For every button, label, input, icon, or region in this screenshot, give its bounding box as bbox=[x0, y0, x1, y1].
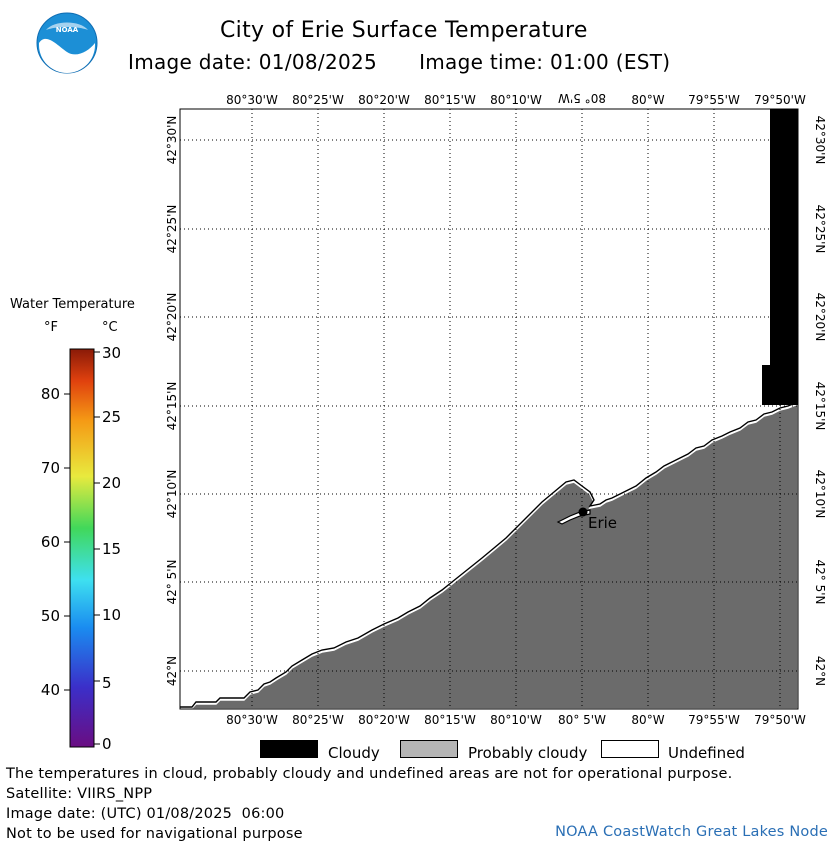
latitude-label: 42° 5'N bbox=[813, 560, 827, 605]
longitude-label: 80°20'W bbox=[358, 713, 410, 727]
page-title: City of Erie Surface Temperature bbox=[220, 18, 588, 43]
logo-text: NOAA bbox=[56, 26, 79, 34]
image-date: Image date: 01/08/2025 bbox=[128, 50, 378, 74]
undefined-label: Undefined bbox=[668, 744, 745, 762]
c-tick-label: 20 bbox=[102, 474, 121, 492]
latitude-label: 42°25'N bbox=[813, 205, 827, 254]
longitude-label: 80°30'W bbox=[226, 93, 278, 107]
longitude-labels-bottom: 80°30'W 80°25'W 80°20'W 80°15'W 80°10'W … bbox=[226, 713, 806, 727]
latitude-label: 42°10'N bbox=[165, 470, 179, 519]
credit-text: NOAA CoastWatch Great Lakes Node bbox=[555, 824, 828, 840]
coastline bbox=[180, 401, 799, 708]
noaa-logo: NOAA bbox=[36, 12, 98, 74]
longitude-label: 80°20'W bbox=[358, 93, 410, 107]
longitude-label: 80°25'W bbox=[292, 93, 344, 107]
latitude-label: 42°30'N bbox=[813, 116, 827, 165]
longitude-label: 79°55'W bbox=[688, 93, 740, 107]
f-tick-label: 60 bbox=[41, 533, 60, 551]
image-time: Image time: 01:00 (EST) bbox=[419, 50, 671, 74]
erie-marker bbox=[578, 507, 588, 517]
map-frame bbox=[179, 108, 799, 710]
longitude-labels-top: 80°30'W 80°25'W 80°20'W 80°15'W 80°10'W … bbox=[226, 91, 806, 107]
c-tick-label: 0 bbox=[102, 735, 112, 753]
probably-cloudy-label: Probably cloudy bbox=[468, 744, 588, 762]
latitude-label: 42°30'N bbox=[165, 116, 179, 165]
longitude-label: 79°50'W bbox=[754, 713, 806, 727]
longitude-label: 79°50'W bbox=[754, 93, 806, 107]
longitude-label: 80°25'W bbox=[292, 713, 344, 727]
unit-fahrenheit: °F bbox=[44, 320, 58, 335]
longitude-label: 80° 5'W bbox=[558, 713, 606, 727]
f-tick-label: 70 bbox=[41, 459, 60, 477]
latitude-label: 42°N bbox=[165, 656, 179, 686]
cloudy-swatch bbox=[260, 740, 318, 758]
probably-cloudy-swatch bbox=[400, 740, 458, 758]
longitude-label: 80°30'W bbox=[226, 713, 278, 727]
f-tick-label: 50 bbox=[41, 607, 60, 625]
latitude-label: 42° 5'N bbox=[165, 560, 179, 605]
longitude-label: 80°15'W bbox=[424, 93, 476, 107]
c-tick-label: 10 bbox=[102, 606, 121, 624]
longitude-label: 80°W bbox=[631, 93, 664, 107]
fahrenheit-tick-labels: 80 70 60 50 40 bbox=[41, 385, 60, 699]
f-tick-label: 80 bbox=[41, 385, 60, 403]
color-bar bbox=[69, 348, 95, 748]
c-tick-label: 30 bbox=[102, 344, 121, 362]
celsius-tick-labels: 30 25 20 15 10 5 0 bbox=[102, 344, 121, 753]
latitude-label: 42°20'N bbox=[813, 293, 827, 342]
cloud-area bbox=[770, 109, 798, 405]
undefined-swatch bbox=[601, 740, 659, 758]
f-tick-label: 40 bbox=[41, 681, 60, 699]
graticule bbox=[180, 109, 798, 709]
longitude-label: 80°W bbox=[631, 713, 664, 727]
cloudy-label: Cloudy bbox=[328, 744, 380, 762]
longitude-label: 80°10'W bbox=[490, 93, 542, 107]
latitude-label: 42°N bbox=[813, 656, 827, 686]
latitude-label: 42°10'N bbox=[813, 470, 827, 519]
navigation-warning: Not to be used for navigational purpose bbox=[6, 826, 303, 842]
satellite-text: Satellite: VIIRS_NPP bbox=[6, 786, 153, 802]
latitude-label: 42°15'N bbox=[813, 382, 827, 431]
utc-date-text: Image date: (UTC) 01/08/2025 06:00 bbox=[6, 806, 285, 822]
latitude-labels-right: 42°30'N 42°25'N 42°20'N 42°15'N 42°10'N … bbox=[813, 116, 827, 687]
longitude-label: 80°10'W bbox=[490, 713, 542, 727]
latitude-label: 42°25'N bbox=[165, 205, 179, 254]
land-area bbox=[179, 402, 799, 710]
image-datetime: Image date: 01/08/2025 Image time: 01:00 … bbox=[128, 50, 670, 74]
legend-title: Water Temperature bbox=[10, 297, 135, 312]
longitude-label: 80°15'W bbox=[424, 713, 476, 727]
longitude-label: 80° 5'W bbox=[558, 91, 606, 105]
c-tick-label: 15 bbox=[102, 540, 121, 558]
c-tick-label: 5 bbox=[102, 674, 112, 692]
latitude-label: 42°15'N bbox=[165, 382, 179, 431]
disclaimer-text: The temperatures in cloud, probably clou… bbox=[6, 766, 733, 782]
longitude-label: 79°55'W bbox=[688, 713, 740, 727]
c-tick-label: 25 bbox=[102, 408, 121, 426]
latitude-label: 42°20'N bbox=[165, 293, 179, 342]
unit-celsius: °C bbox=[102, 320, 118, 335]
latitude-labels-left: 42°30'N 42°25'N 42°20'N 42°15'N 42°10'N … bbox=[165, 116, 179, 687]
cloud-area bbox=[762, 365, 774, 405]
color-bar-ticks bbox=[64, 351, 100, 745]
city-label: Erie bbox=[588, 514, 617, 532]
